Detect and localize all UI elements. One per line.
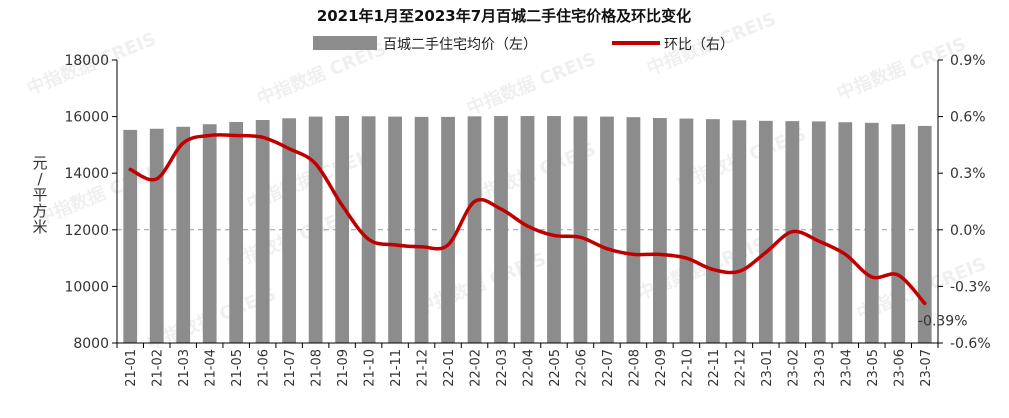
bar-23-01 — [758, 120, 773, 343]
x-tick-label: 21-03 — [177, 349, 192, 387]
y-right-tick-label: 0.3% — [950, 166, 986, 182]
bar-22-04 — [520, 116, 535, 343]
x-tick-label: 22-03 — [495, 349, 510, 387]
x-tick-label: 22-01 — [442, 349, 457, 387]
x-tick-label: 22-05 — [548, 349, 563, 387]
bar-21-10 — [361, 116, 376, 343]
y-left-tick-label: 12000 — [64, 223, 109, 239]
y-right-tick-label: 0.6% — [950, 110, 986, 126]
bar-22-02 — [467, 116, 482, 343]
x-tick-label: 23-06 — [892, 349, 907, 387]
x-tick-label: 22-04 — [522, 349, 537, 387]
x-tick-label: 23-02 — [786, 349, 801, 387]
bar-21-09 — [335, 116, 349, 343]
bar-21-03 — [176, 126, 191, 344]
x-tick-label: 22-12 — [733, 349, 748, 387]
y-left-tick-label: 14000 — [64, 166, 109, 182]
watermark-text: 中指数据 CREIS — [834, 33, 970, 105]
bar-23-04 — [838, 122, 853, 343]
bar-21-11 — [388, 116, 402, 343]
x-tick-label: 23-03 — [813, 349, 828, 387]
bar-23-03 — [811, 121, 826, 343]
bar-22-05 — [547, 116, 561, 343]
y-right-tick-label: 0.0% — [950, 223, 986, 239]
y-axis-label: 元/平方米 — [32, 154, 47, 236]
bar-22-03 — [494, 116, 508, 343]
x-tick-label: 22-10 — [680, 349, 695, 387]
legend-swatch-bar — [313, 36, 377, 50]
x-tick-label: 21-01 — [124, 349, 139, 387]
y-right-tick-label: -0.3% — [950, 279, 991, 295]
x-tick-label: 21-10 — [363, 349, 378, 387]
x-tick-label: 22-11 — [707, 349, 722, 387]
bar-22-06 — [573, 116, 588, 343]
x-tick-label: 23-07 — [919, 349, 934, 387]
y-axis-label-char: 方 — [32, 202, 47, 220]
bar-21-12 — [414, 116, 429, 344]
x-tick-label: 21-09 — [336, 349, 351, 387]
bar-22-01 — [441, 116, 455, 344]
watermark-text: 中指数据 CREIS — [464, 48, 600, 120]
y-axis-right-ticks: -0.6% -0.3% 0.0% 0.3% 0.6% 0.9% — [938, 53, 991, 352]
x-tick-label: 22-09 — [654, 349, 669, 387]
line-series — [128, 133, 927, 306]
x-tick-label: 21-06 — [257, 349, 272, 387]
bar-23-05 — [864, 122, 879, 344]
y-axis-label-char: 元 — [32, 154, 47, 172]
legend-label-bar: 百城二手住宅均价（左） — [383, 37, 537, 53]
y-axis-label-char: 米 — [32, 218, 47, 236]
x-tick-label: 21-05 — [230, 349, 245, 387]
x-tick-label: 21-04 — [204, 349, 219, 387]
axes — [116, 60, 939, 344]
bar-22-07 — [600, 116, 614, 343]
x-tick-label: 21-07 — [283, 349, 298, 387]
line-path — [128, 133, 927, 306]
bar-21-04 — [202, 124, 217, 343]
x-tick-label: 22-02 — [469, 349, 484, 387]
bar-21-01 — [123, 129, 138, 343]
bar-22-10 — [679, 118, 694, 344]
y-left-tick-label: 8000 — [73, 336, 109, 352]
x-tick-label: 21-08 — [310, 349, 325, 387]
y-axis-left-ticks: 8000 10000 12000 14000 16000 18000 — [64, 53, 117, 352]
bar-series — [123, 116, 932, 344]
x-tick-label: 22-08 — [627, 349, 642, 387]
bar-21-02 — [149, 128, 164, 343]
y-right-tick-label: -0.6% — [950, 336, 991, 352]
y-left-tick-label: 16000 — [64, 110, 109, 126]
y-left-tick-label: 10000 — [64, 279, 109, 295]
x-tick-label: 21-11 — [389, 349, 404, 387]
bar-21-08 — [308, 116, 323, 343]
bar-22-09 — [653, 118, 667, 343]
x-tick-label: 21-12 — [416, 349, 431, 387]
y-right-tick-label: 0.9% — [950, 53, 986, 69]
x-tick-label: 23-01 — [760, 349, 775, 387]
y-left-tick-label: 18000 — [64, 53, 109, 69]
bar-21-06 — [255, 119, 270, 343]
x-tick-label: 21-02 — [151, 349, 166, 387]
legend-label-line: 环比（右） — [664, 37, 734, 53]
bar-22-08 — [626, 117, 641, 343]
x-tick-label: 23-04 — [839, 349, 854, 387]
y-axis-label-char: 平 — [32, 186, 47, 204]
bar-23-07 — [917, 125, 932, 344]
x-tick-label: 22-06 — [574, 349, 589, 387]
chart-title: 2021年1月至2023年7月百城二手住宅价格及环比变化 — [317, 7, 691, 25]
bar-22-11 — [706, 119, 720, 343]
bar-22-12 — [732, 120, 747, 344]
last-value-annotation: -0.39% — [918, 313, 968, 329]
x-axis-ticks: 21-01 21-02 21-03 21-04 21-05 21-06 21-07 21-08… — [116, 343, 939, 387]
bar-21-05 — [229, 121, 244, 344]
y-axis-label-char: / — [37, 170, 43, 188]
bar-23-06 — [891, 124, 906, 343]
bar-21-07 — [282, 118, 297, 343]
legend: 百城二手住宅均价（左） 环比（右） — [313, 36, 734, 53]
x-tick-label: 23-05 — [866, 349, 881, 387]
x-tick-label: 22-07 — [601, 349, 616, 387]
